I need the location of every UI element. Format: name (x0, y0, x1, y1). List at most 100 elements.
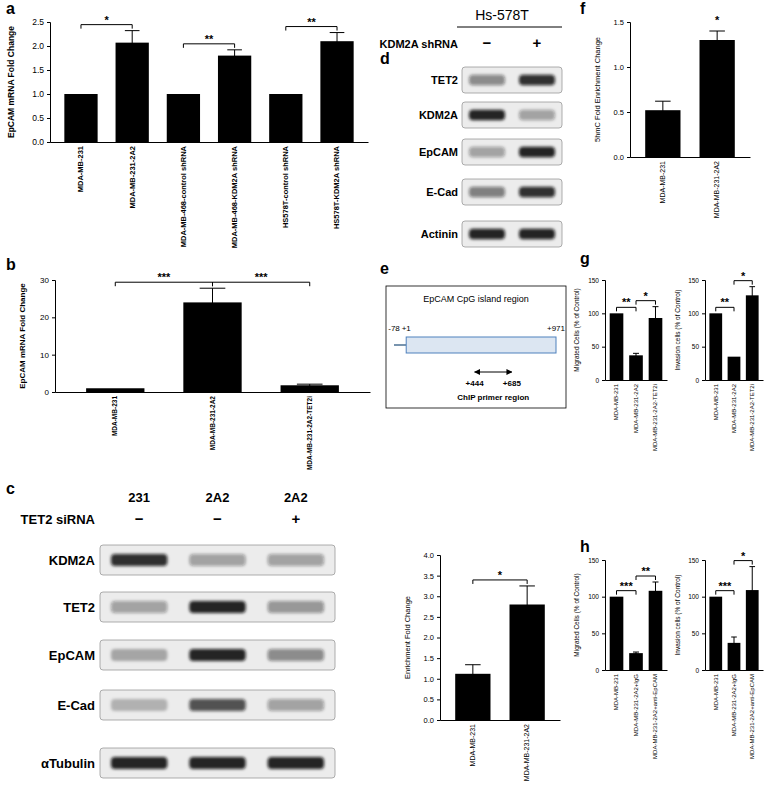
y-tick-label: 50 (592, 630, 600, 637)
bar (218, 56, 251, 142)
y-tick-mark (437, 617, 440, 618)
error-bar (200, 288, 226, 316)
panel-label: d (380, 50, 390, 67)
x-tick: MDA-MB-231 (713, 673, 719, 710)
y-tick-mark (47, 46, 50, 47)
y-axis-title: 5hmC Fold Enrichment Change (593, 37, 602, 142)
band (111, 699, 167, 711)
error-bar (731, 637, 737, 649)
y-tick-label: 100 (588, 593, 599, 600)
y-tick: 0.5 (424, 695, 440, 704)
figure: abcdefgh0.00.51.01.52.02.5MDA-MB-231MDA-… (0, 0, 767, 804)
x-axis-line (606, 670, 668, 671)
row-label: E-Cad (426, 186, 458, 198)
primer-arrow (475, 372, 512, 373)
y-tick-mark (702, 280, 705, 281)
significance-label: * (715, 14, 720, 26)
y-tick: 3.5 (424, 572, 440, 581)
y-tick-label: 150 (588, 557, 599, 564)
y-tick-label: 1.5 (614, 18, 624, 27)
chart: 0.00.51.01.52.02.53.03.54.0MDA-MB-231MDA… (403, 551, 561, 781)
y-tick-label: 50 (692, 343, 700, 350)
band (469, 147, 505, 157)
x-tick: MDA-MB-231-2A2+anti-EpCAM (749, 674, 755, 759)
error-bar (652, 582, 658, 600)
y-tick-mark (627, 157, 630, 158)
chart: 050100150MDA-MB-231MDA-MB-231-2A2+IgGMDA… (573, 557, 668, 759)
y-tick-mark (52, 392, 55, 393)
x-tick: MDA-MB-468-control shRNA (179, 145, 188, 247)
blot-strip (100, 545, 335, 575)
x-tick-label: HS578T-KDM2A shRNA (332, 145, 341, 229)
y-tick: 20 (40, 313, 55, 322)
band (469, 187, 505, 197)
y-tick-mark (52, 280, 55, 281)
x-axis: MDA-MB-231MDA-MB-231-2A2MDA-MB-231-2A2-T… (706, 381, 764, 452)
bar (610, 597, 624, 670)
error-bar (652, 307, 658, 330)
treatment-sign: + (533, 34, 542, 51)
x-axis-line (706, 670, 764, 671)
y-axis: 0102030 (40, 276, 55, 397)
y-tick-mark (47, 142, 50, 143)
x-axis-line (441, 720, 561, 721)
y-axis-title: Migrated Cells (% of Control) (573, 573, 581, 656)
bar (728, 357, 741, 380)
row-label: E-Cad (57, 698, 95, 713)
y-tick-mark (602, 380, 605, 381)
y-axis: 0.00.51.01.5 (614, 18, 631, 162)
significance-label: * (741, 270, 746, 282)
bar (629, 355, 643, 380)
y-tick-label: 0 (45, 388, 50, 397)
error-bar (227, 50, 242, 62)
y-tick-mark (52, 355, 55, 356)
band (111, 601, 167, 613)
y-tick-label: 2.5 (32, 17, 44, 27)
x-tick: MDA-MB-231 (111, 396, 118, 436)
significance-label: *** (157, 271, 171, 283)
y-tick-label: 2.5 (424, 613, 434, 622)
y-tick: 100 (588, 310, 605, 317)
x-tick: MDA-MB-231 (659, 161, 666, 204)
band (469, 110, 505, 120)
upstream-line (394, 344, 406, 345)
band (111, 757, 167, 769)
error-bar (709, 31, 725, 49)
y-tick: 3.0 (424, 592, 440, 601)
x-tick: MDA-MB-231-2A2 (731, 383, 737, 433)
row-label: KDM2A (49, 553, 96, 568)
error-bar (633, 353, 639, 357)
band (469, 229, 505, 239)
chart: 0.00.51.01.5MDA-MB-231MDA-MB-231-2A25hmC… (593, 14, 751, 218)
treatment-sign: − (483, 34, 492, 51)
y-tick: 100 (688, 310, 705, 317)
x-tick-label: MDA-MB-231-2A2-TET2i (652, 384, 658, 451)
y-tick-mark (602, 313, 605, 314)
blot-strip (462, 139, 562, 165)
bar (700, 40, 735, 157)
x-tick-label: MDA-MB-231-2A2+IgG (633, 674, 639, 737)
chart: 050100150MDA-MB-231MDA-MB-231-2A2MDA-MB-… (674, 270, 764, 451)
y-tick: 50 (592, 630, 605, 637)
panel-label: g (580, 250, 590, 267)
panel-label: a (6, 0, 15, 17)
bar (709, 597, 722, 670)
y-tick-label: 150 (688, 277, 699, 284)
significance-label: * (741, 550, 746, 562)
y-tick: 1.5 (614, 18, 630, 27)
diagram-title: EpCAM CpG island region (423, 294, 529, 304)
significance-label: *** (255, 271, 269, 283)
y-tick-mark (702, 633, 705, 634)
y-tick: 1.5 (32, 65, 50, 75)
y-tick: 0 (695, 667, 705, 674)
x-tick-label: MDA-MB-231 (111, 396, 118, 436)
y-tick-mark (602, 280, 605, 281)
error-bar (330, 33, 345, 50)
blot-strip (100, 592, 335, 622)
significance-label: ** (205, 33, 214, 45)
y-tick-label: 0 (695, 667, 699, 674)
treatment-sign: − (213, 510, 222, 527)
error-bar (633, 652, 639, 654)
band (469, 75, 505, 85)
y-tick: 2.0 (424, 633, 440, 642)
